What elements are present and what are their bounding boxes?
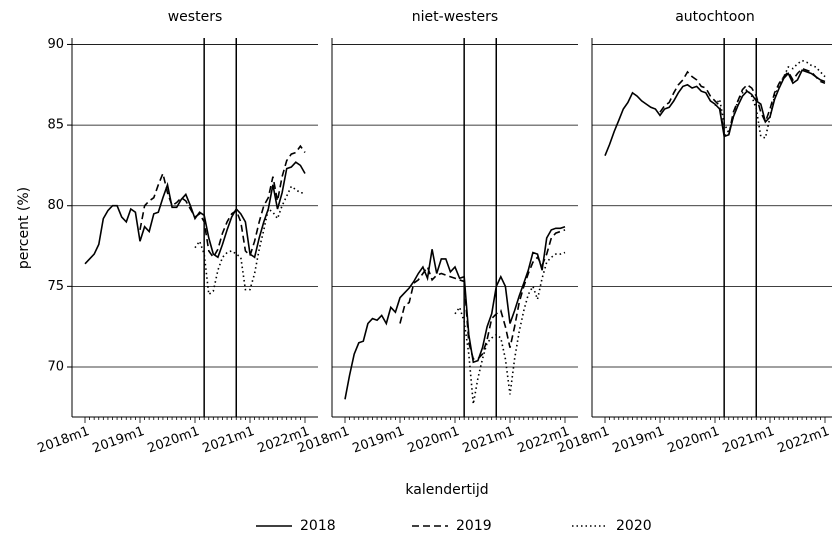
y-tick-label: 90 (47, 37, 64, 52)
panel-title: westers (168, 9, 223, 25)
legend-label: 2018 (300, 518, 336, 534)
x-tick-label: 2021m1 (201, 424, 257, 457)
y-axis-label: percent (%) (16, 187, 32, 269)
series-line (344, 225, 566, 400)
panel-title: autochtoon (675, 9, 755, 25)
series-line (659, 67, 826, 136)
legend-label: 2020 (616, 518, 652, 534)
x-axis-label: kalendertijd (405, 482, 488, 498)
x-tick-label: 2021m1 (721, 424, 777, 457)
x-tick-label: 2021m1 (461, 424, 517, 457)
panel-title: niet-westers (412, 9, 498, 25)
x-tick-label: 2019m1 (611, 424, 667, 457)
y-tick-label: 75 (47, 279, 64, 294)
series-line (604, 69, 826, 157)
series-line (714, 59, 826, 140)
y-tick-label: 85 (47, 118, 64, 133)
x-tick-label: 2018m1 (36, 424, 92, 457)
series-line (194, 185, 305, 296)
x-tick-label: 2020m1 (406, 424, 462, 457)
y-tick-label: 80 (47, 198, 64, 213)
x-tick-label: 2019m1 (351, 424, 407, 457)
y-tick-label: 70 (47, 360, 64, 375)
x-tick-label: 2020m1 (146, 424, 202, 457)
series-line (84, 161, 306, 265)
x-tick-label: 2020m1 (666, 424, 722, 457)
x-tick-label: 2019m1 (91, 424, 147, 457)
series-line (139, 144, 306, 259)
series-line (399, 229, 566, 360)
series-line (454, 251, 566, 405)
x-tick-label: 2022m1 (776, 424, 832, 457)
legend-label: 2019 (456, 518, 492, 534)
